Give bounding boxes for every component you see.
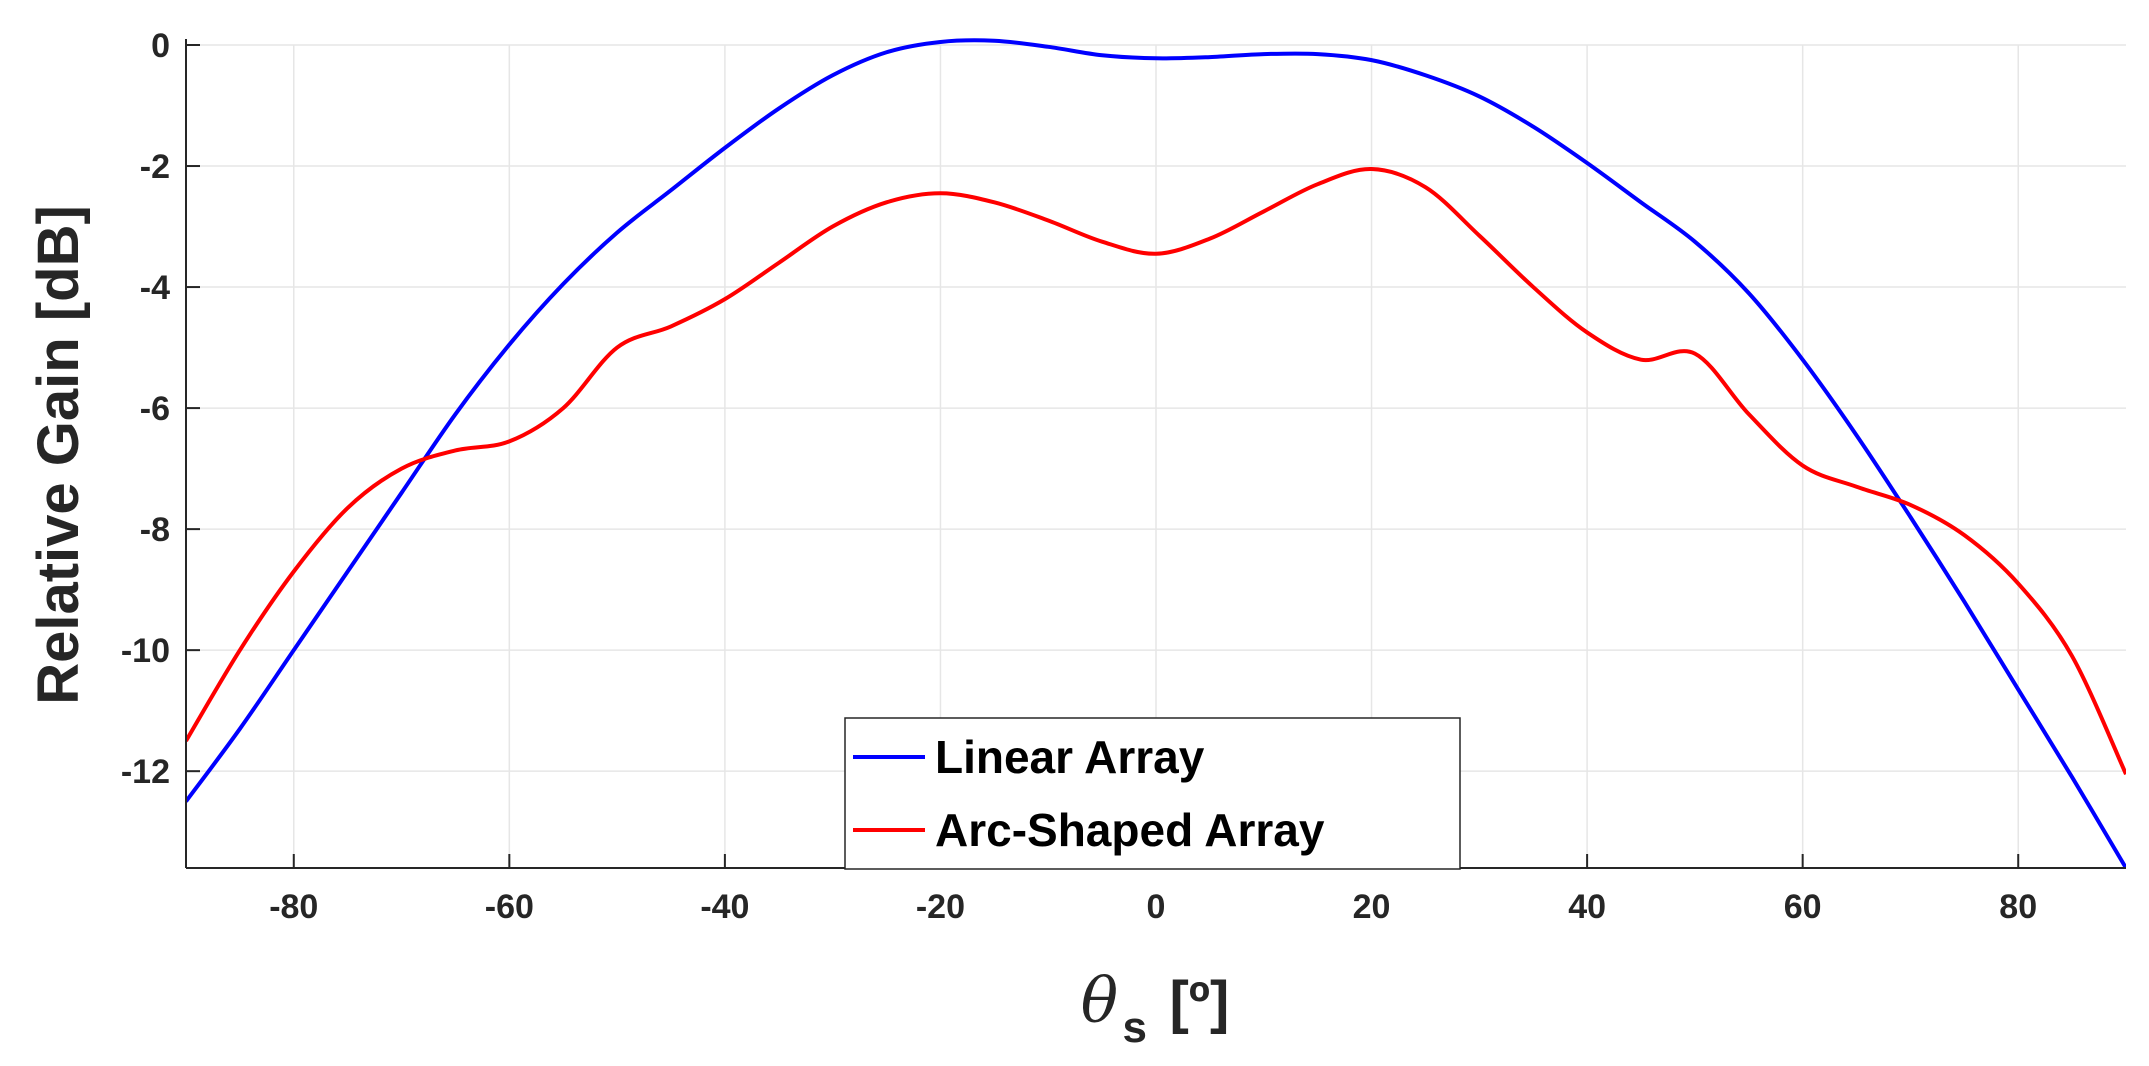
x-tick-label: 0 <box>1147 888 1166 926</box>
y-tick-label: -8 <box>140 511 170 549</box>
x-tick-label: 20 <box>1353 888 1391 926</box>
x-tick-label: 40 <box>1568 888 1606 926</box>
x-axis-symbol: θ <box>1081 964 1118 1037</box>
series-line-arc-shaped-array <box>186 167 2126 776</box>
x-tick-label: 60 <box>1784 888 1822 926</box>
x-tick-label: -60 <box>485 888 534 926</box>
legend-label-arc-shaped-array: Arc-Shaped Array <box>935 804 1325 856</box>
x-axis-unit: [º] <box>1169 970 1229 1035</box>
x-axis-label: θ s [º] <box>1081 964 1230 1052</box>
y-tick-label: -6 <box>140 390 170 428</box>
series-line-linear-array <box>186 38 2126 868</box>
grid <box>186 44 2126 868</box>
x-tick-label: -20 <box>916 888 965 926</box>
y-tick-label: -2 <box>140 148 170 186</box>
legend-label-linear-array: Linear Array <box>935 731 1205 783</box>
y-tick-label: -4 <box>140 269 170 307</box>
tick-labels: -80 -60 -40 -20 0 20 40 60 80 0 -2 -4 -6 -8 -10 -12 <box>121 27 2037 926</box>
y-tick-label: 0 <box>151 27 170 65</box>
y-axis-label: Relative Gain [dB] <box>26 205 91 705</box>
y-tick-label: -10 <box>121 632 170 670</box>
legend: Linear Array Arc-Shaped Array <box>844 717 1461 870</box>
x-axis-subscript: s <box>1123 1003 1147 1052</box>
x-tick-label: -40 <box>700 888 749 926</box>
x-tick-label: 80 <box>1999 888 2037 926</box>
plot-series <box>186 38 2126 868</box>
legend-box <box>844 717 1461 870</box>
y-tick-label: -12 <box>121 753 170 791</box>
x-tick-label: -80 <box>269 888 318 926</box>
